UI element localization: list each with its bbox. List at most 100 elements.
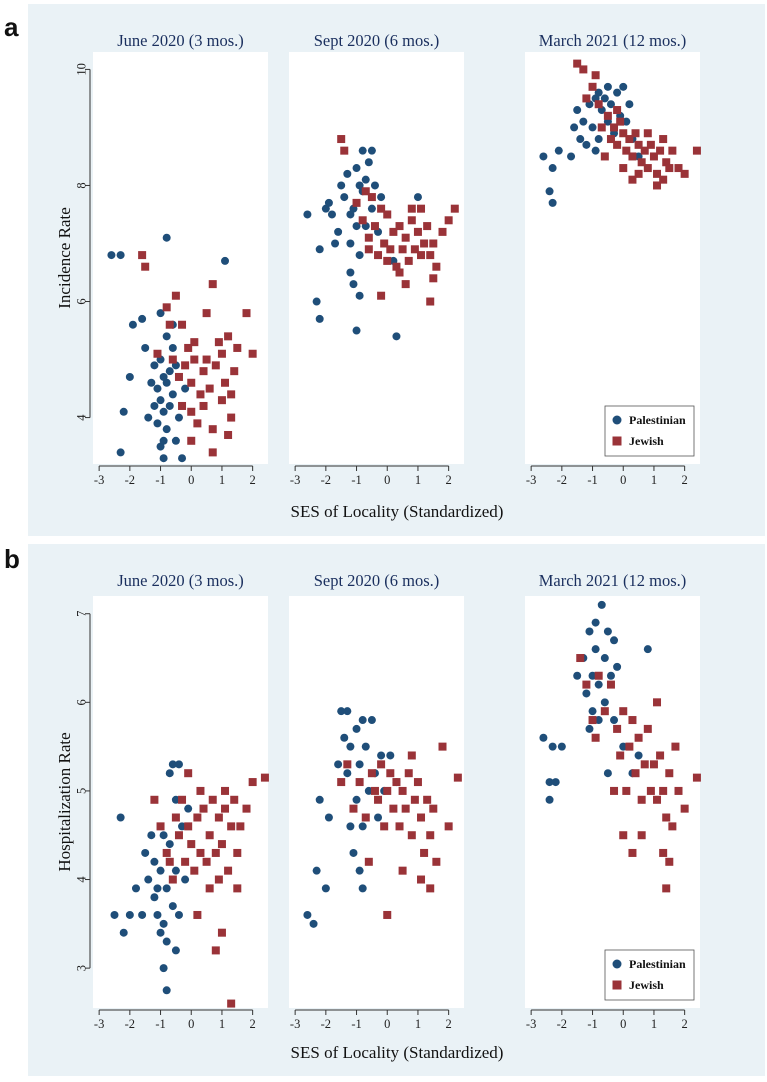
jewish-point <box>337 778 346 787</box>
x-tick-label: -3 <box>290 473 300 487</box>
palestinian-point <box>150 361 159 370</box>
palestinian-point <box>606 671 615 680</box>
panel-b-letter: b <box>4 544 20 574</box>
jewish-point <box>653 698 662 707</box>
jewish-point <box>233 884 242 893</box>
jewish-point <box>374 795 383 804</box>
palestinian-point <box>588 123 597 132</box>
subplot-title: June 2020 (3 mos.) <box>117 31 244 50</box>
jewish-point <box>208 795 217 804</box>
palestinian-point <box>557 742 566 751</box>
jewish-point <box>634 140 643 149</box>
palestinian-point <box>591 645 600 654</box>
palestinian-point <box>548 198 557 207</box>
x-tick-label: -2 <box>321 473 331 487</box>
jewish-point <box>610 123 619 132</box>
x-tick-label: 0 <box>188 1017 194 1031</box>
palestinian-point <box>174 910 183 919</box>
jewish-point <box>417 204 426 213</box>
panel-a: a June 2020 (3 mos.) -3 -2 -1 0 1 2 4 6 8 10 Sept 2… <box>0 4 767 536</box>
x-tick-label: 2 <box>682 1017 688 1031</box>
palestinian-point <box>352 222 361 231</box>
jewish-point <box>367 769 376 778</box>
palestinian-point <box>168 390 177 399</box>
subplot-title: Sept 2020 (6 mos.) <box>314 571 440 590</box>
palestinian-point <box>346 210 355 219</box>
x-tick-label: -1 <box>351 473 361 487</box>
jewish-point <box>616 751 625 760</box>
palestinian-point <box>603 769 612 778</box>
x-tick-label: 0 <box>620 1017 626 1031</box>
y-tick-label: 5 <box>74 788 88 794</box>
jewish-point <box>153 349 162 358</box>
palestinian-point <box>178 454 187 463</box>
y-axis-label: Hospitalization Rate <box>55 732 74 871</box>
palestinian-point <box>358 716 367 725</box>
jewish-point <box>196 390 205 399</box>
x-tick-label: 1 <box>651 473 657 487</box>
palestinian-point <box>162 332 171 341</box>
y-axis-label: Incidence Rate <box>55 207 74 308</box>
palestinian-point <box>392 332 401 341</box>
jewish-point <box>361 813 370 822</box>
jewish-point <box>190 355 199 364</box>
jewish-point <box>674 786 683 795</box>
palestinian-point <box>312 297 321 306</box>
jewish-point <box>594 100 603 109</box>
jewish-point <box>576 654 585 663</box>
palestinian-point <box>597 600 606 609</box>
palestinian-point <box>567 152 576 161</box>
legend-label-palestinian: Palestinian <box>629 957 686 971</box>
y-tick-label: 4 <box>74 414 88 421</box>
jewish-point <box>349 804 358 813</box>
palestinian-point <box>168 343 177 352</box>
jewish-point <box>383 210 392 219</box>
jewish-point <box>429 274 438 283</box>
jewish-point <box>453 773 462 782</box>
palestinian-point <box>147 378 156 387</box>
jewish-point <box>646 140 655 149</box>
palestinian-point <box>600 698 609 707</box>
palestinian-point <box>110 910 119 919</box>
palestinian-point <box>539 152 548 161</box>
jewish-point <box>187 840 196 849</box>
palestinian-point <box>159 831 168 840</box>
legend-label-palestinian: Palestinian <box>629 413 686 427</box>
palestinian-point <box>361 175 370 184</box>
jewish-point <box>165 320 174 329</box>
subplot-title: March 2021 (12 mos.) <box>539 571 687 590</box>
x-tick-label: -3 <box>526 473 536 487</box>
palestinian-point <box>545 187 554 196</box>
x-tick-label: 0 <box>384 473 390 487</box>
jewish-point <box>193 910 202 919</box>
incidence-subplot-2: Sept 2020 (6 mos.) -3 -2 -1 0 1 2 <box>289 31 464 487</box>
palestinian-point <box>125 910 134 919</box>
palestinian-point <box>171 946 180 955</box>
jewish-point <box>168 355 177 364</box>
jewish-point <box>221 378 230 387</box>
palestinian-point <box>548 164 557 173</box>
palestinian-point <box>358 146 367 155</box>
jewish-point <box>432 262 441 271</box>
jewish-point <box>410 795 419 804</box>
jewish-point <box>367 193 376 202</box>
jewish-point <box>171 291 180 300</box>
jewish-point <box>236 822 245 831</box>
jewish-point <box>386 769 395 778</box>
x-tick-label: 1 <box>415 473 421 487</box>
jewish-point <box>401 804 410 813</box>
palestinian-point <box>303 210 312 219</box>
palestinian-point <box>171 866 180 875</box>
x-tick-label: -2 <box>125 1017 135 1031</box>
jewish-point <box>377 204 386 213</box>
jewish-point <box>600 707 609 716</box>
jewish-point <box>417 813 426 822</box>
palestinian-point <box>321 884 330 893</box>
jewish-point <box>417 251 426 260</box>
jewish-point <box>193 419 202 428</box>
y-tick-label: 6 <box>74 699 88 705</box>
palestinian-point <box>361 742 370 751</box>
jewish-point <box>413 227 422 236</box>
jewish-point <box>242 804 251 813</box>
x-tick-label: 2 <box>446 473 452 487</box>
